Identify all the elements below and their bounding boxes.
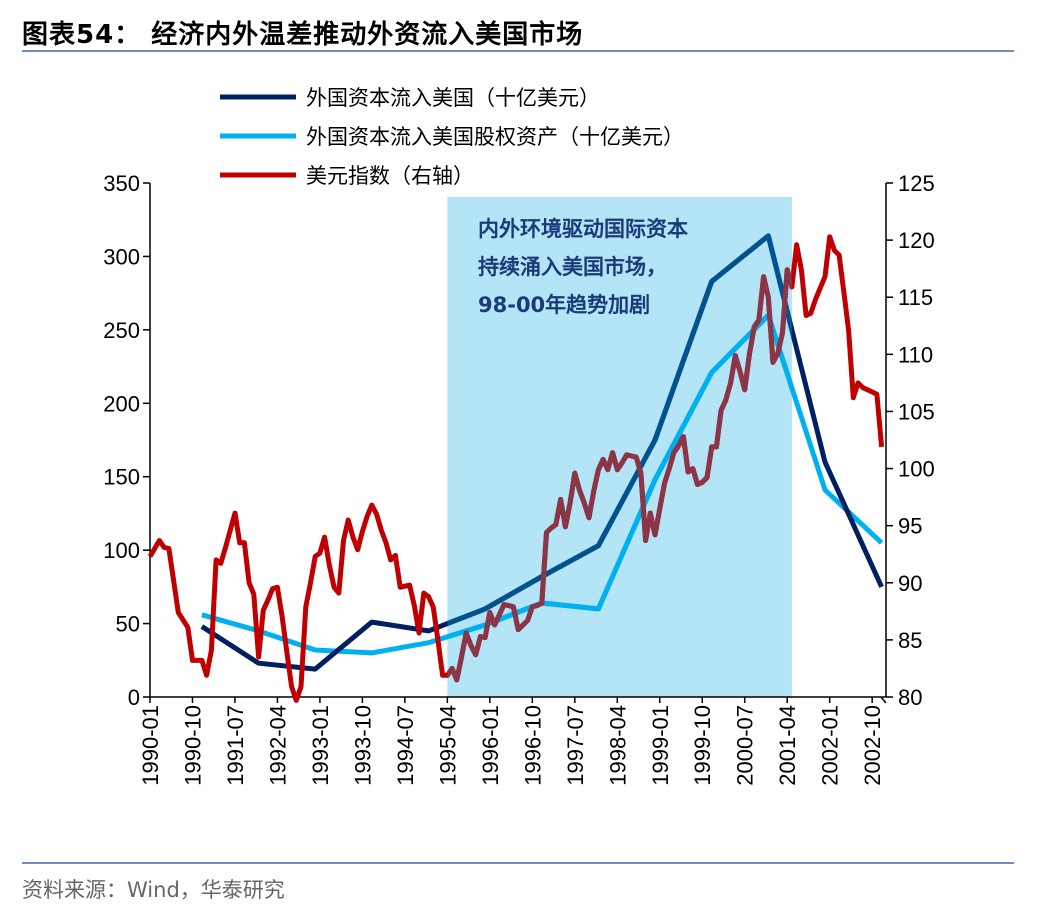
x-tick-label: 1996-10 xyxy=(520,705,545,786)
x-tick-label: 1997-07 xyxy=(563,705,588,786)
x-tick-label: 2001-04 xyxy=(775,705,800,786)
right-y-tick-label: 95 xyxy=(898,514,922,539)
left-y-tick-label: 150 xyxy=(103,465,140,490)
x-tick-label: 2002-10 xyxy=(860,705,885,786)
chart-title: 图表54： 经济内外温差推动外资流入美国市场 xyxy=(22,20,584,50)
x-tick-label: 1993-01 xyxy=(308,705,333,786)
left-y-tick-label: 0 xyxy=(128,685,140,710)
left-y-tick-label: 250 xyxy=(103,318,140,343)
shaded-period xyxy=(447,197,792,697)
x-tick-label: 1995-04 xyxy=(435,705,460,786)
annotation-line: 持续涌入美国市场， xyxy=(478,255,667,279)
right-y-tick-label: 120 xyxy=(898,228,935,253)
x-tick xyxy=(880,696,887,704)
source-note: 资料来源：Wind，华泰研究 xyxy=(22,878,285,902)
annotation-line: 内外环境驱动国际资本 xyxy=(478,217,688,241)
x-tick-label: 1992-04 xyxy=(265,705,290,786)
x-tick-label: 1999-01 xyxy=(648,705,673,786)
x-tick-label: 1994-07 xyxy=(393,705,418,786)
right-y-tick-label: 80 xyxy=(898,685,922,710)
right-y-tick-label: 90 xyxy=(898,571,922,596)
left-y-tick-label: 300 xyxy=(103,244,140,269)
legend-label: 外国资本流入美国（十亿美元） xyxy=(306,86,600,110)
title-divider xyxy=(22,50,1014,52)
x-tick-label: 1991-07 xyxy=(223,705,248,786)
right-y-tick-label: 85 xyxy=(898,628,922,653)
x-tick-label: 2000-07 xyxy=(733,705,758,786)
x-tick-label: 1999-10 xyxy=(690,705,715,786)
right-y-tick-label: 105 xyxy=(898,399,935,424)
x-tick-label: 1996-01 xyxy=(478,705,503,786)
footer-divider xyxy=(22,862,1014,864)
series-line-shaded xyxy=(447,264,792,683)
left-y-tick-label: 100 xyxy=(103,538,140,563)
x-tick-label: 1998-04 xyxy=(605,705,630,786)
series-2 xyxy=(147,234,885,703)
x-tick-label: 2002-01 xyxy=(818,705,843,786)
left-y-tick-label: 50 xyxy=(116,612,140,637)
left-y-tick-label: 350 xyxy=(103,171,140,196)
x-tick-label: 1990-10 xyxy=(180,705,205,786)
right-y-tick-label: 110 xyxy=(898,342,933,367)
right-y-tick-label: 115 xyxy=(898,285,933,310)
x-tick-label: 1990-01 xyxy=(138,705,163,786)
right-y-tick-label: 100 xyxy=(898,457,935,482)
legend-label: 外国资本流入美国股权资产（十亿美元） xyxy=(306,125,684,149)
x-tick-label: 1993-10 xyxy=(350,705,375,786)
left-y-tick-label: 200 xyxy=(103,391,140,416)
legend-label: 美元指数（右轴） xyxy=(306,164,474,188)
annotation-line: 98-00年趋势加剧 xyxy=(478,293,650,317)
right-y-tick-label: 125 xyxy=(898,171,935,196)
